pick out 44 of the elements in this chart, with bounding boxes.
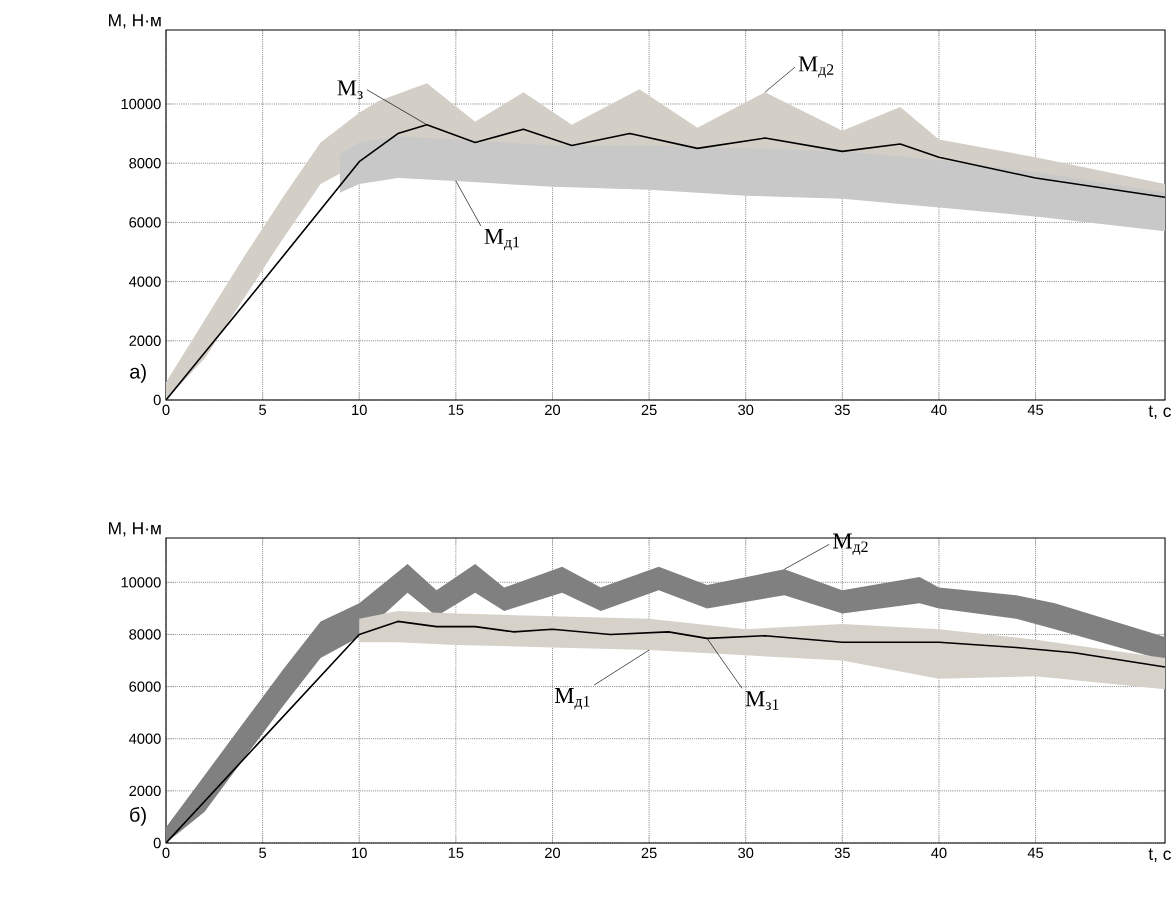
annotation: M$_{д1}$	[554, 688, 590, 710]
y-axis-title: M, Н·м	[109, 14, 161, 29]
x-axis-title: t, с	[1148, 405, 1171, 420]
x-tick-label: 0	[162, 404, 170, 416]
text: б)	[130, 806, 146, 826]
annotation: M$_{д2}$	[798, 56, 834, 78]
annotation: M$_{д1}$	[484, 228, 520, 251]
y-tick-label: 0	[153, 394, 161, 406]
y-tick-label: 6000	[129, 217, 161, 228]
y-tick-label: 8000	[129, 158, 161, 169]
x-tick-label: 40	[931, 847, 947, 859]
x-tick-label: 40	[931, 404, 947, 416]
y-tick-label: 8000	[129, 629, 161, 640]
x-tick-label: 45	[1027, 404, 1044, 415]
y-tick-label: 2000	[129, 785, 161, 797]
y-axis-title: M, Н·м	[109, 522, 161, 537]
x-tick-label: 20	[545, 404, 561, 416]
y-tick-label: 4000	[129, 276, 161, 287]
x-tick-label: 5	[259, 404, 267, 415]
x-tick-label: 20	[545, 847, 561, 859]
x-tick-label: 35	[834, 847, 850, 859]
annotation: M$_{д2}$	[833, 533, 868, 555]
y-tick-label: 6000	[129, 681, 161, 692]
x-tick-label: 0	[162, 847, 170, 859]
x-tick-label: 5	[259, 847, 267, 858]
x-tick-label: 15	[448, 847, 464, 858]
x-tick-label: 45	[1027, 847, 1044, 858]
x-axis-title: t, с	[1148, 848, 1171, 863]
x-tick-label: 15	[448, 404, 464, 415]
y-tick-label: 10000	[121, 577, 161, 588]
x-tick-label: 25	[641, 404, 657, 416]
x-tick-label: 35	[834, 404, 850, 416]
x-tick-label: 10	[352, 847, 367, 859]
y-tick-label: 4000	[129, 733, 161, 744]
x-tick-label: 30	[738, 404, 754, 416]
x-tick-label: 30	[738, 847, 754, 859]
text: а)	[130, 364, 146, 383]
y-tick-label: 10000	[121, 98, 161, 110]
y-tick-label: 2000	[129, 335, 161, 346]
y-tick-label: 0	[153, 837, 161, 849]
x-tick-label: 10	[352, 404, 367, 416]
annotation: M$_{з1}$	[745, 691, 779, 710]
annotation: M$_{з}$	[337, 80, 363, 99]
x-tick-label: 25	[641, 847, 657, 859]
